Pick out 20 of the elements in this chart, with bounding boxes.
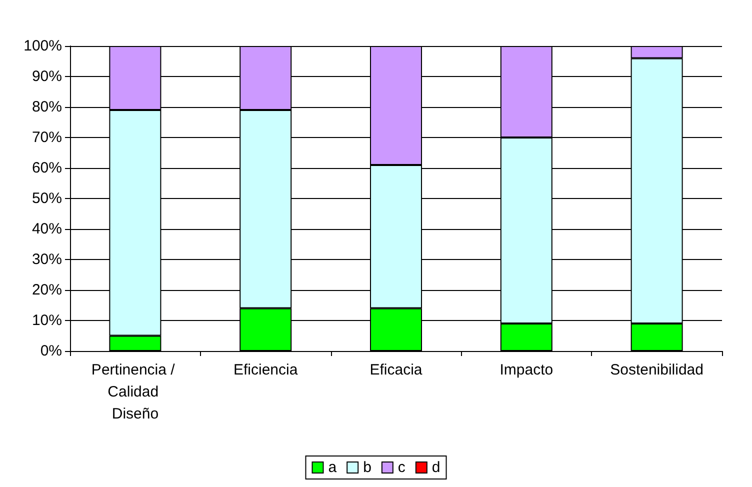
y-tick-label: 70% xyxy=(32,129,62,146)
legend-label: a xyxy=(328,459,338,476)
y-tick-label: 10% xyxy=(32,312,62,329)
x-tick-label: Pertinencia / Calidad Diseño xyxy=(91,362,179,422)
x-tick-label: Eficiencia xyxy=(234,362,298,378)
y-tick-label: 100% xyxy=(24,38,62,54)
x-tick-label: Sostenibilidad xyxy=(610,362,704,378)
y-tick-label: 50% xyxy=(32,190,62,207)
legend-label: b xyxy=(363,459,372,476)
y-tick-label: 80% xyxy=(32,98,62,116)
y-tick-label: 60% xyxy=(32,160,62,176)
y-tick-label: 30% xyxy=(32,251,62,268)
y-tick-label: 0% xyxy=(40,342,62,360)
legend-label: c xyxy=(398,459,406,476)
legend-label: d xyxy=(432,459,440,476)
x-tick-label: Eficacia xyxy=(370,362,423,378)
y-tick-label: 90% xyxy=(32,68,62,85)
y-tick-label: 40% xyxy=(32,220,62,238)
y-tick-label: 20% xyxy=(32,282,62,298)
x-tick-label: Impacto xyxy=(500,362,554,378)
